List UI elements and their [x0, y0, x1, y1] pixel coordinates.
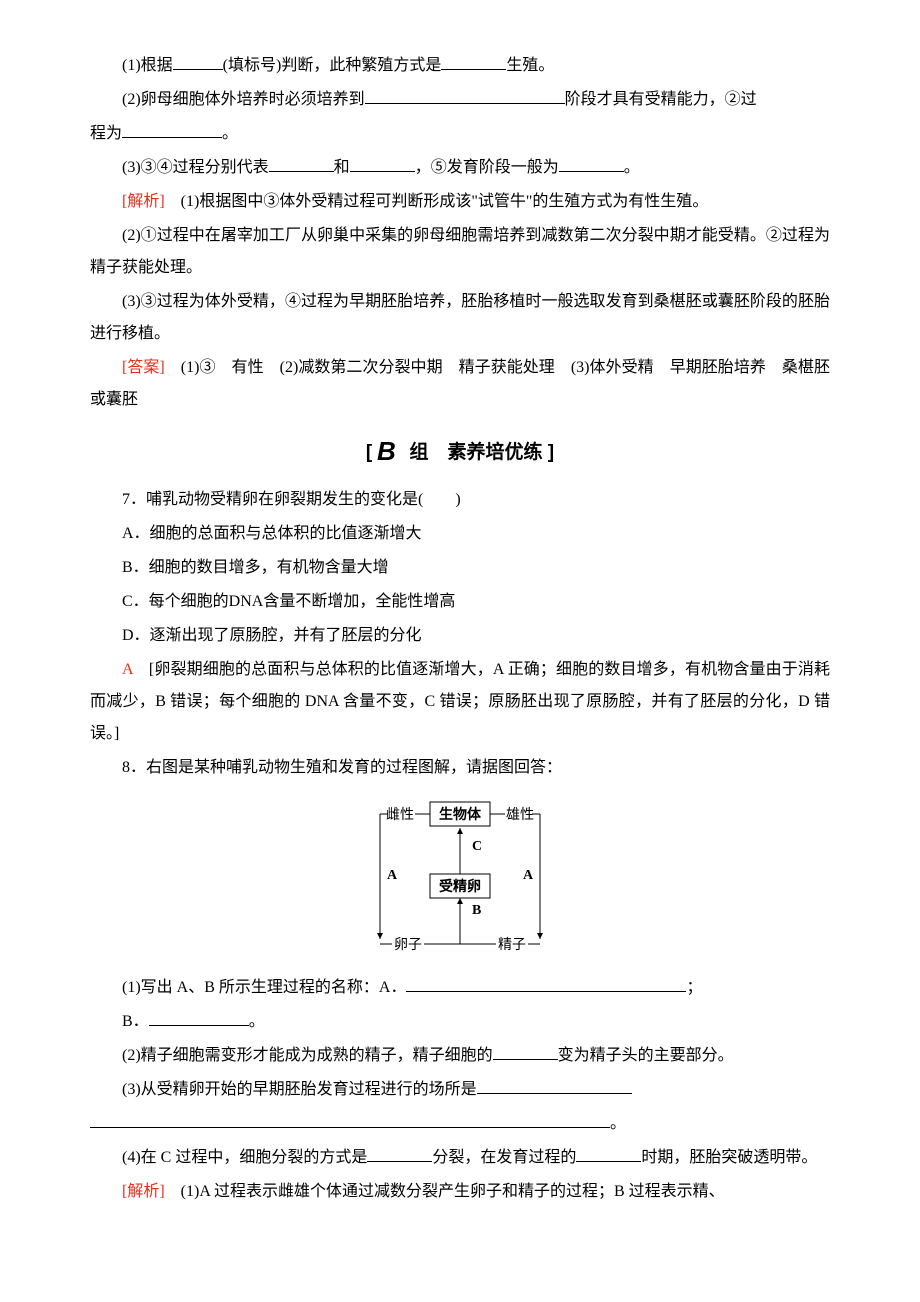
- svg-text:精子: 精子: [498, 937, 526, 953]
- analysis8: [解析] (1)A 过程表示雌雄个体通过减数分裂产生卵子和精子的过程；B 过程表…: [90, 1176, 830, 1208]
- q7-stem: 7．哺乳动物受精卵在卵裂期发生的变化是( ): [90, 484, 830, 516]
- q1-line3: (3)③④过程分别代表 和 ，⑤发育阶段一般为 。: [90, 152, 830, 184]
- text: (4)在 C 过程中，细胞分裂的方式是: [122, 1149, 367, 1166]
- analysis1-p3: (3)③过程为体外受精，④过程为早期胚胎培养，胚胎移植时一般选取发育到桑椹胚或囊…: [90, 286, 830, 350]
- text: B．: [122, 1013, 149, 1030]
- section-label: 素养培优练: [448, 442, 543, 463]
- text: ；: [686, 979, 702, 996]
- text: 分裂，在发育过程的: [432, 1149, 576, 1166]
- q7-opt-c: C．每个细胞的DNA含量不断增加，全能性增高: [90, 586, 830, 618]
- section-b-title: [ B 组 素养培优练 ]: [90, 434, 830, 472]
- text: (1)根据图中③体外受精过程可判断形成该"试管牛"的生殖方式为有性生殖。: [165, 193, 709, 210]
- text: (1)根据: [122, 57, 173, 74]
- blank: [406, 973, 686, 992]
- q7-opt-a: A．细胞的总面积与总体积的比值逐渐增大: [90, 518, 830, 550]
- group-text: 组: [409, 442, 428, 463]
- answer1: [答案] (1)③ 有性 (2)减数第二次分裂中期 精子获能处理 (3)体外受精…: [90, 352, 830, 416]
- blank: [350, 153, 415, 172]
- analysis1-p1: [解析] (1)根据图中③体外受精过程可判断形成该"试管牛"的生殖方式为有性生殖…: [90, 186, 830, 218]
- text: (1)A 过程表示雌雄个体通过减数分裂产生卵子和精子的过程；B 过程表示精、: [165, 1183, 725, 1200]
- q7-answer-letter: A: [122, 661, 133, 678]
- text: (1)③ 有性 (2)减数第二次分裂中期 精子获能处理 (3)体外受精 早期胚胎…: [90, 359, 830, 408]
- q8-s2: (2)精子细胞需变形才能成为成熟的精子，精子细胞的 变为精子头的主要部分。: [90, 1040, 830, 1072]
- blank: [576, 1143, 641, 1162]
- q8-diagram: 生物体 雌性 雄性 A A 卵子 精子 B 受精卵 C: [330, 794, 590, 964]
- text: ，⑤发育阶段一般为: [415, 159, 559, 176]
- analysis1-p2: (2)①过程中在屠宰加工厂从卵巢中采集的卵母细胞需培养到减数第二次分裂中期才能受…: [90, 220, 830, 284]
- q8-s1b: B． 。: [90, 1006, 830, 1038]
- text: (1)写出 A、B 所示生理过程的名称：A．: [122, 979, 406, 996]
- svg-text:B: B: [472, 903, 481, 918]
- analysis-label: [解析]: [122, 1183, 165, 1200]
- svg-text:雌性: 雌性: [386, 807, 414, 823]
- q8-s1: (1)写出 A、B 所示生理过程的名称：A． ；: [90, 972, 830, 1004]
- text: 。: [624, 159, 640, 176]
- svg-text:雄性: 雄性: [506, 807, 534, 823]
- text: 。: [610, 1115, 626, 1132]
- text: 。: [222, 125, 238, 142]
- text: 和: [334, 159, 350, 176]
- blank: [149, 1007, 249, 1026]
- text: (填标号)判断，此种繁殖方式是: [223, 57, 442, 74]
- text: (3)从受精卵开始的早期胚胎发育过程进行的场所是: [122, 1081, 477, 1098]
- text: 。: [249, 1013, 265, 1030]
- text: (3)③④过程分别代表: [122, 159, 269, 176]
- answer-label: [答案]: [122, 359, 165, 376]
- text: 变为精子头的主要部分。: [558, 1047, 734, 1064]
- blank: [122, 119, 222, 138]
- blank: [269, 153, 334, 172]
- blank: [441, 51, 506, 70]
- blank: [493, 1041, 558, 1060]
- b-icon: B: [377, 438, 407, 464]
- text: 时期，胚胎突破透明带。: [641, 1149, 817, 1166]
- svg-text:B: B: [377, 438, 396, 464]
- q8-s3: (3)从受精卵开始的早期胚胎发育过程进行的场所是: [90, 1074, 830, 1106]
- q7-opt-d: D．逐渐出现了原肠腔，并有了胚层的分化: [90, 620, 830, 652]
- blank: [477, 1075, 632, 1094]
- q7-explanation: A [卵裂期细胞的总面积与总体积的比值逐渐增大，A 正确；细胞的数目增多，有机物…: [90, 654, 830, 750]
- svg-text:A: A: [387, 868, 398, 883]
- text: 阶段才具有受精能力，②过: [565, 91, 757, 108]
- svg-text:受精卵: 受精卵: [439, 878, 481, 895]
- blank: [365, 85, 565, 104]
- q7-opt-b: B．细胞的数目增多，有机物含量大增: [90, 552, 830, 584]
- blank: [367, 1143, 432, 1162]
- svg-text:C: C: [472, 839, 482, 854]
- q8-s4: (4)在 C 过程中，细胞分裂的方式是 分裂，在发育过程的 时期，胚胎突破透明带。: [90, 1142, 830, 1174]
- text: [卵裂期细胞的总面积与总体积的比值逐渐增大，A 正确；细胞的数目增多，有机物含量…: [90, 661, 830, 742]
- svg-text:生物体: 生物体: [439, 806, 482, 823]
- blank: [173, 51, 223, 70]
- svg-text:A: A: [523, 868, 534, 883]
- text: 生殖。: [506, 57, 554, 74]
- bracket-right: ]: [548, 442, 554, 463]
- q8-stem: 8．右图是某种哺乳动物生殖和发育的过程图解，请据图回答：: [90, 752, 830, 784]
- q8-s3-line2: 。: [90, 1108, 830, 1140]
- text: (2)卵母细胞体外培养时必须培养到: [122, 91, 365, 108]
- svg-text:卵子: 卵子: [394, 937, 422, 953]
- text: (2)精子细胞需变形才能成为成熟的精子，精子细胞的: [122, 1047, 493, 1064]
- analysis-label: [解析]: [122, 193, 165, 210]
- q1-line2: (2)卵母细胞体外培养时必须培养到 阶段才具有受精能力，②过: [90, 84, 830, 116]
- q1-line2b: 程为 。: [90, 118, 830, 150]
- text: 程为: [90, 125, 122, 142]
- blank: [559, 153, 624, 172]
- blank: [90, 1109, 610, 1128]
- q1-line1: (1)根据 (填标号)判断，此种繁殖方式是 生殖。: [90, 50, 830, 82]
- bracket-left: [: [366, 442, 372, 463]
